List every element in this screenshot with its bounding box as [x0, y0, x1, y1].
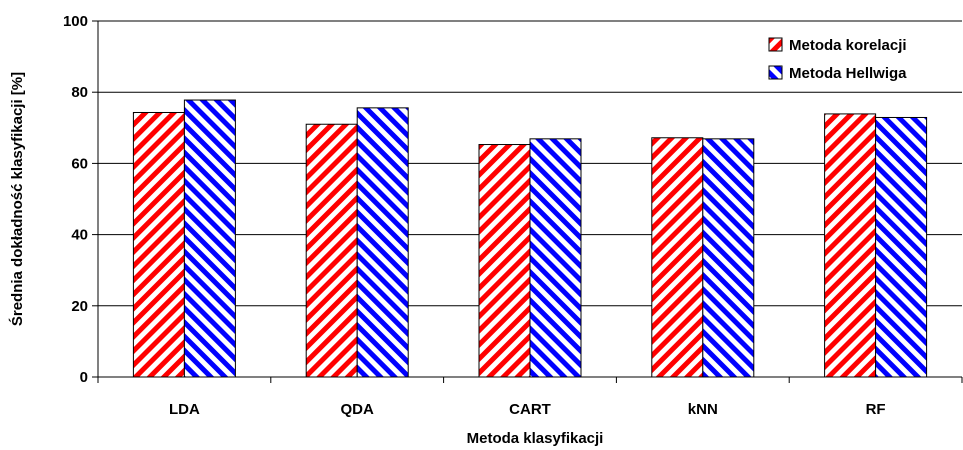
category-labels: LDA QDA CART kNN RF — [169, 401, 886, 418]
axes — [92, 20, 963, 383]
y-tick-label: 80 — [71, 84, 88, 101]
y-tick-label: 100 — [63, 13, 88, 30]
y-tick-label: 40 — [71, 227, 88, 244]
bar-cart-series-2 — [529, 138, 582, 378]
x-category-label: LDA — [169, 401, 200, 418]
bar-rf-series-1 — [824, 113, 877, 378]
bar-knn-series-2 — [702, 138, 755, 378]
x-category-label: RF — [866, 401, 886, 418]
x-category-label: CART — [509, 401, 551, 418]
x-category-label: QDA — [341, 401, 375, 418]
tick-labels: 0 20 40 60 80 100 — [63, 13, 88, 386]
bar-rf-series-2 — [875, 116, 928, 378]
bar-knn-series-1 — [651, 137, 704, 378]
y-tick-label: 60 — [71, 155, 88, 172]
bars — [132, 99, 928, 378]
bar-qda-series-1 — [305, 123, 358, 378]
x-axis-title: Metoda klasyfikacji — [467, 430, 604, 447]
bar-cart-series-1 — [478, 144, 531, 378]
legend-label-series-1: Metoda korelacji — [789, 37, 907, 54]
y-tick-label: 0 — [80, 369, 88, 386]
legend-swatch-series-2 — [768, 65, 783, 80]
x-category-label: kNN — [688, 401, 718, 418]
bar-lda-series-1 — [132, 111, 185, 378]
bar-lda-series-2 — [183, 99, 236, 378]
y-axis-title: Średnia dokładność klasyfikacji [%] — [8, 72, 26, 326]
bar-qda-series-2 — [356, 107, 409, 378]
y-tick-label: 20 — [71, 298, 88, 315]
legend-label-series-2: Metoda Hellwiga — [789, 65, 907, 82]
legend: Metoda korelacji Metoda Hellwiga — [768, 37, 907, 82]
legend-swatch-series-1 — [768, 37, 783, 52]
